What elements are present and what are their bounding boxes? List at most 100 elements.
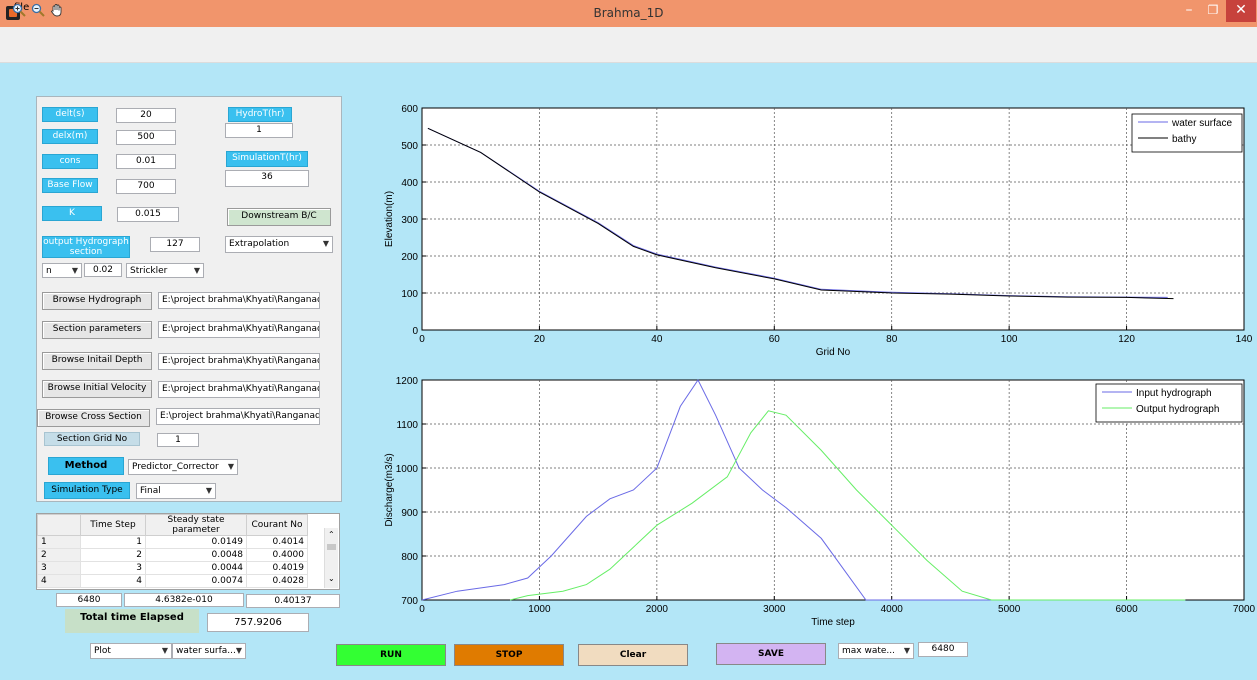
max-select[interactable]: max wate... ▼ xyxy=(838,643,914,659)
series-select[interactable]: water surfa... ▼ xyxy=(172,643,246,659)
elevation-plot[interactable]: 0 20 40 60 80 100 120 140 0 100 200 300 400 500 600 Gri… xyxy=(370,98,1257,370)
maximize-icon[interactable]: ❐ xyxy=(1207,3,1219,17)
elapsed-label: Total time Elapsed xyxy=(65,609,199,633)
y-tick-label: 0 xyxy=(412,326,418,337)
method-select-value: Predictor_Corrector xyxy=(132,462,219,472)
n-value-field[interactable]: 0.02 xyxy=(84,263,122,277)
steady-cell: 0.0044 xyxy=(145,561,247,575)
x-tick-label: 40 xyxy=(651,334,663,345)
k-label: K xyxy=(42,206,102,221)
y-tick-label: 1100 xyxy=(396,420,418,431)
chevron-down-icon: ▼ xyxy=(903,646,910,655)
depth-path-field[interactable]: E:\project brahma\Khyati\Ranganadi\Rang xyxy=(158,353,320,370)
output-section-field[interactable]: 127 xyxy=(150,237,200,252)
time-step-cell: 2 xyxy=(80,548,146,562)
hydrot-field[interactable]: 1 xyxy=(225,123,293,138)
x-tick-label: 100 xyxy=(1001,334,1018,345)
y-tick-label: 1000 xyxy=(396,464,419,475)
cross-path-field[interactable]: E:\project brahma\Khyati\Ranganadi\Ran xyxy=(156,408,320,425)
y-tick-label: 400 xyxy=(401,178,418,189)
table-header xyxy=(37,514,81,536)
pan-hand-icon[interactable] xyxy=(50,3,64,17)
n-select[interactable]: n ▼ xyxy=(42,263,82,278)
table-row[interactable]: 3 3 0.0044 0.4019 xyxy=(37,561,308,575)
summary-courant: 0.40137 xyxy=(246,594,340,608)
delt-label: delt(s) xyxy=(42,107,98,122)
browse-velocity-button[interactable]: Browse Initial Velocity xyxy=(42,380,152,398)
run-button[interactable]: RUN xyxy=(336,644,446,666)
max-value-field[interactable]: 6480 xyxy=(918,642,968,657)
save-button[interactable]: SAVE xyxy=(716,643,826,665)
simulation-type-select[interactable]: Final ▼ xyxy=(136,483,216,499)
courant-cell: 0.4028 xyxy=(246,574,308,588)
summary-steps: 6480 xyxy=(56,593,122,607)
x-tick-label: 1000 xyxy=(528,604,551,615)
chevron-down-icon: ▼ xyxy=(205,486,212,495)
simt-field[interactable]: 36 xyxy=(225,170,309,187)
downstream-bc-button[interactable]: Downstream B/C xyxy=(227,208,331,226)
row-number: 4 xyxy=(37,574,81,588)
stop-button[interactable]: STOP xyxy=(454,644,564,666)
x-tick-label: 60 xyxy=(769,334,781,345)
series-line xyxy=(427,127,1174,300)
n-select-value: n xyxy=(46,266,52,276)
y-tick-label: 200 xyxy=(401,252,418,263)
delx-field[interactable]: 500 xyxy=(116,130,176,145)
series-select-value: water surfa... xyxy=(176,646,236,656)
time-step-cell: 1 xyxy=(80,535,146,549)
browse-depth-button[interactable]: Browse Initail Depth xyxy=(42,352,152,370)
table-row[interactable]: 4 4 0.0074 0.4028 xyxy=(37,574,308,588)
chevron-down-icon: ▼ xyxy=(322,239,329,248)
simulation-type-label: Simulation Type xyxy=(44,482,130,499)
cons-field[interactable]: 0.01 xyxy=(116,154,176,169)
table-row[interactable]: 1 1 0.0149 0.4014 xyxy=(37,535,308,549)
output-section-label: output Hydrograph section xyxy=(42,236,130,258)
time-step-cell: 4 xyxy=(80,574,146,588)
velocity-path-field[interactable]: E:\project brahma\Khyati\Ranganadi\Rang xyxy=(158,381,320,398)
baseflow-field[interactable]: 700 xyxy=(116,179,176,194)
zoom-in-icon[interactable] xyxy=(12,3,26,17)
y-axis-label: Elevation(m) xyxy=(384,191,395,247)
hydrograph-path-field[interactable]: E:\project brahma\Khyati\Ranganadi\Rang xyxy=(158,292,320,309)
x-tick-label: 80 xyxy=(886,334,898,345)
y-tick-label: 800 xyxy=(401,552,418,563)
browse-hydrograph-button[interactable]: Browse Hydrograph xyxy=(42,292,152,310)
x-tick-label: 0 xyxy=(419,334,425,345)
table-row[interactable]: 2 2 0.0048 0.4000 xyxy=(37,548,308,562)
table-header-row: Time Step Steady state parameter Courant… xyxy=(37,514,308,536)
x-tick-label: 120 xyxy=(1118,334,1135,345)
plot-select-value: Plot xyxy=(94,646,111,656)
results-table[interactable]: Time Step Steady state parameter Courant… xyxy=(36,513,340,590)
clear-button[interactable]: Clear xyxy=(578,644,688,666)
plot-select[interactable]: Plot ▼ xyxy=(90,643,172,659)
browse-cross-section-button[interactable]: Browse Cross Section xyxy=(37,409,150,427)
series-line xyxy=(421,379,1186,601)
zoom-out-icon[interactable] xyxy=(31,3,45,17)
discharge-plot[interactable]: 0 1000 2000 3000 4000 5000 6000 7000 700 800 900 10… xyxy=(370,372,1257,640)
row-number: 3 xyxy=(37,561,81,575)
toolbar xyxy=(0,43,1257,63)
section-parameters-button[interactable]: Section parameters xyxy=(42,321,152,339)
table-scrollbar[interactable]: ⌃ ⌄ xyxy=(324,528,338,588)
delt-field[interactable]: 20 xyxy=(116,108,176,123)
section-grid-field[interactable]: 1 xyxy=(157,433,199,447)
courant-cell: 0.4000 xyxy=(246,548,308,562)
x-tick-label: 20 xyxy=(534,334,546,345)
section-grid-label: Section Grid No xyxy=(44,432,140,446)
scroll-up-icon[interactable]: ⌃ xyxy=(328,530,335,539)
close-icon[interactable]: ✕ xyxy=(1226,0,1256,22)
strickler-select-value: Strickler xyxy=(130,266,168,276)
table-header: Time Step xyxy=(80,514,146,536)
method-select[interactable]: Predictor_Corrector ▼ xyxy=(128,459,238,475)
scroll-thumb[interactable] xyxy=(327,544,336,550)
x-axis-label: Grid No xyxy=(816,347,851,358)
delx-label: delx(m) xyxy=(42,129,98,144)
y-tick-label: 700 xyxy=(401,596,418,607)
cons-label: cons xyxy=(42,154,98,169)
section-path-field[interactable]: E:\project brahma\Khyati\Ranganadi\Rang xyxy=(158,321,320,338)
k-field[interactable]: 0.015 xyxy=(117,207,179,222)
minimize-icon[interactable]: – xyxy=(1185,2,1193,18)
extrapolation-select[interactable]: Extrapolation ▼ xyxy=(225,236,333,253)
strickler-select[interactable]: Strickler ▼ xyxy=(126,263,204,278)
scroll-down-icon[interactable]: ⌄ xyxy=(328,574,335,583)
